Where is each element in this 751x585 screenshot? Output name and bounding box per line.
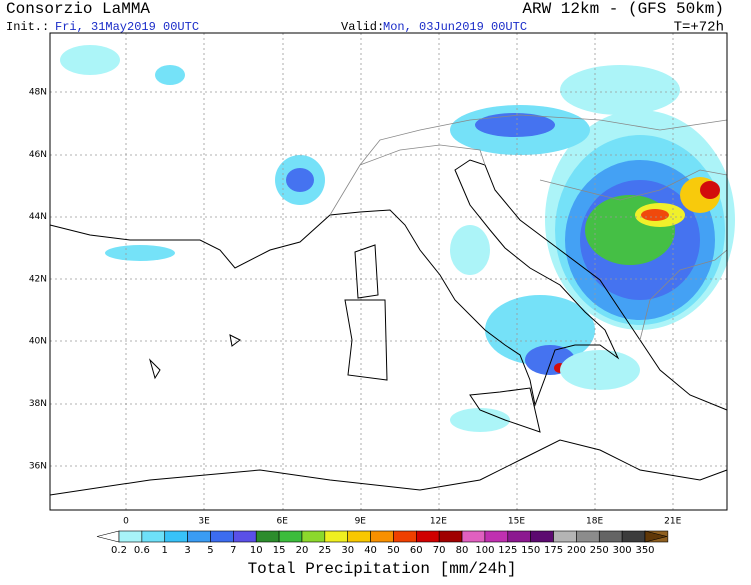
- colorbar-label: 40: [364, 545, 377, 556]
- colorbar-label: 175: [544, 545, 563, 556]
- colorbar-cell: [576, 530, 600, 543]
- valid-value: Mon, 03Jun2019 00UTC: [383, 20, 527, 34]
- lon-labels: 0 3E 6E 9E 12E 15E 18E 21E: [123, 517, 681, 527]
- lon-label: 18E: [586, 517, 603, 527]
- precipitation-field: [60, 45, 735, 432]
- colorbar-cell: [598, 530, 623, 543]
- colorbar-label: 70: [433, 545, 446, 556]
- valid-label: Valid:: [341, 20, 384, 34]
- lat-label: 44N: [29, 212, 47, 222]
- colorbar-cell: [255, 530, 280, 543]
- coastlines: [49, 159, 728, 496]
- init-value: Fri, 31May2019 00UTC: [55, 20, 199, 34]
- colorbar-label: 60: [410, 545, 423, 556]
- colorbar-cell: [210, 530, 234, 543]
- colorbar-cell: [507, 530, 531, 543]
- colorbar-label: 20: [296, 545, 309, 556]
- colorbar-label: 200: [567, 545, 586, 556]
- colorbar-cell: [324, 530, 348, 543]
- lat-label: 38N: [29, 399, 47, 409]
- colorbar-label: 7: [230, 545, 236, 556]
- colorbar-cell: [416, 530, 440, 543]
- colorbar-label: 125: [498, 545, 517, 556]
- lat-label: 42N: [29, 274, 47, 284]
- colorbar-label: 300: [613, 545, 632, 556]
- colorbar-cell: [370, 530, 394, 543]
- borders: [329, 114, 728, 341]
- lead-time: T=+72h: [674, 20, 724, 36]
- colorbar-label: 0.6: [134, 545, 150, 556]
- init-label: Init.:: [6, 20, 49, 34]
- colorbar-cell: [301, 530, 326, 543]
- colorbar-label: 250: [590, 545, 609, 556]
- colorbar-label: 80: [456, 545, 469, 556]
- colorbar-under: [96, 530, 120, 543]
- colorbar: 0.2 0.6 1 3 5 7 10 15 20 25 30 40 50 60 70 80 100 125 150 1…: [96, 530, 669, 556]
- lon-label: 12E: [430, 517, 447, 527]
- colorbar-label: 10: [250, 545, 263, 556]
- lon-label: 0: [123, 517, 129, 527]
- colorbar-cell: [461, 530, 486, 543]
- lon-label: 21E: [664, 517, 681, 527]
- map-area: 48N 46N 44N 42N 40N 38N 36N 0 3E 6E 9E 12E 15E 18E 21…: [29, 32, 735, 527]
- colorbar-cell: [347, 530, 371, 543]
- colorbar-title: Total Precipitation [mm/24h]: [248, 560, 517, 578]
- colorbar-label: 150: [521, 545, 540, 556]
- lon-label: 9E: [355, 517, 367, 527]
- map-frame: [49, 32, 728, 511]
- colorbar-cell: [553, 530, 577, 543]
- lat-label: 36N: [29, 461, 47, 471]
- colorbar-cell: [484, 530, 509, 543]
- colorbar-label: 5: [207, 545, 213, 556]
- lat-label: 40N: [29, 337, 47, 347]
- colorbar-cell: [530, 530, 554, 543]
- colorbar-cell: [164, 530, 188, 543]
- colorbar-label: 3: [184, 545, 190, 556]
- colorbar-label: 0.2: [111, 545, 127, 556]
- colorbar-label: 30: [341, 545, 354, 556]
- colorbar-cell: [141, 530, 166, 543]
- colorbar-cell: [393, 530, 417, 543]
- colorbar-label: 100: [475, 545, 494, 556]
- colorbar-cell: [278, 530, 303, 543]
- colorbar-cell: [438, 530, 463, 543]
- colorbar-label: 350: [635, 545, 654, 556]
- org-title: Consorzio LaMMA: [6, 0, 150, 18]
- colorbar-label: 15: [273, 545, 286, 556]
- colorbar-cell: [187, 530, 211, 543]
- colorbar-over: [644, 530, 668, 543]
- lat-labels: 48N 46N 44N 42N 40N 38N 36N: [29, 88, 47, 472]
- lat-label: 48N: [29, 88, 47, 98]
- lon-label: 15E: [508, 517, 525, 527]
- lat-label: 46N: [29, 150, 47, 160]
- colorbar-label: 50: [387, 545, 400, 556]
- colorbar-label: 1: [162, 545, 168, 556]
- lon-label: 6E: [276, 517, 288, 527]
- colorbar-cell: [621, 530, 646, 543]
- colorbar-cell: [118, 530, 143, 543]
- colorbar-label: 25: [318, 545, 331, 556]
- lon-label: 3E: [198, 517, 210, 527]
- colorbar-cell: [233, 530, 257, 543]
- model-title: ARW 12km - (GFS 50km): [522, 0, 724, 18]
